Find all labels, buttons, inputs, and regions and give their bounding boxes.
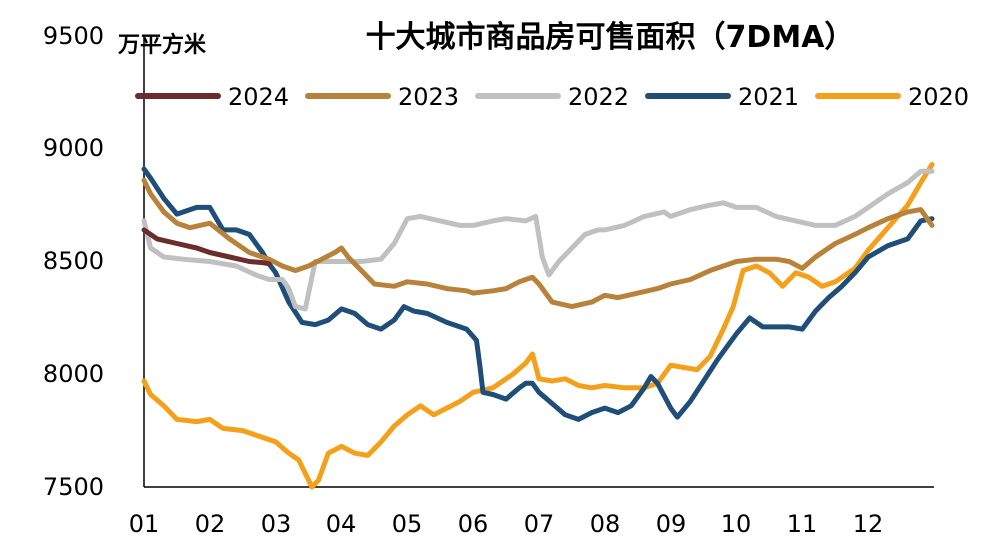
- legend-label-2023: 2023: [398, 83, 459, 111]
- series-line-2024: [141, 227, 272, 267]
- y-tick-label: 8000: [43, 360, 104, 388]
- legend-label-2021: 2021: [738, 83, 799, 111]
- x-tick-label: 03: [261, 510, 292, 538]
- x-tick-label: 08: [590, 510, 621, 538]
- x-tick-label: 11: [787, 510, 818, 538]
- x-tick-label: 06: [458, 510, 489, 538]
- series-lines: [141, 162, 935, 490]
- legend-label-2022: 2022: [568, 83, 629, 111]
- y-tick-labels: 7500 8000 8500 9000 9500: [43, 22, 104, 501]
- y-tick-label: 8500: [43, 247, 104, 275]
- x-tick-label: 09: [656, 510, 687, 538]
- x-tick-label: 07: [524, 510, 555, 538]
- y-tick-label: 9500: [43, 22, 104, 50]
- series-line-2023: [141, 177, 935, 310]
- x-tick-label: 04: [326, 510, 357, 538]
- x-tick-label: 02: [195, 510, 226, 538]
- series-line-2022: [141, 168, 935, 312]
- chart-title: 十大城市商品房可售面积（7DMA）: [366, 20, 855, 55]
- x-tick-label: 12: [853, 510, 884, 538]
- legend: 2024 2023 2022 2021 2020: [135, 83, 969, 111]
- legend-label-2024: 2024: [228, 83, 289, 111]
- series-line-2020: [141, 162, 935, 490]
- y-axis-unit-label: 万平方米: [117, 32, 207, 58]
- y-tick-label: 9000: [43, 134, 104, 162]
- x-tick-label: 05: [392, 510, 423, 538]
- series-line-2021: [141, 166, 935, 422]
- legend-label-2020: 2020: [908, 83, 969, 111]
- x-tick-labels: 01 02 03 04 05 06 07 08 09 10 11 12: [129, 510, 884, 538]
- x-tick-label: 10: [721, 510, 752, 538]
- x-tick-label: 01: [129, 510, 160, 538]
- y-tick-label: 7500: [43, 473, 104, 501]
